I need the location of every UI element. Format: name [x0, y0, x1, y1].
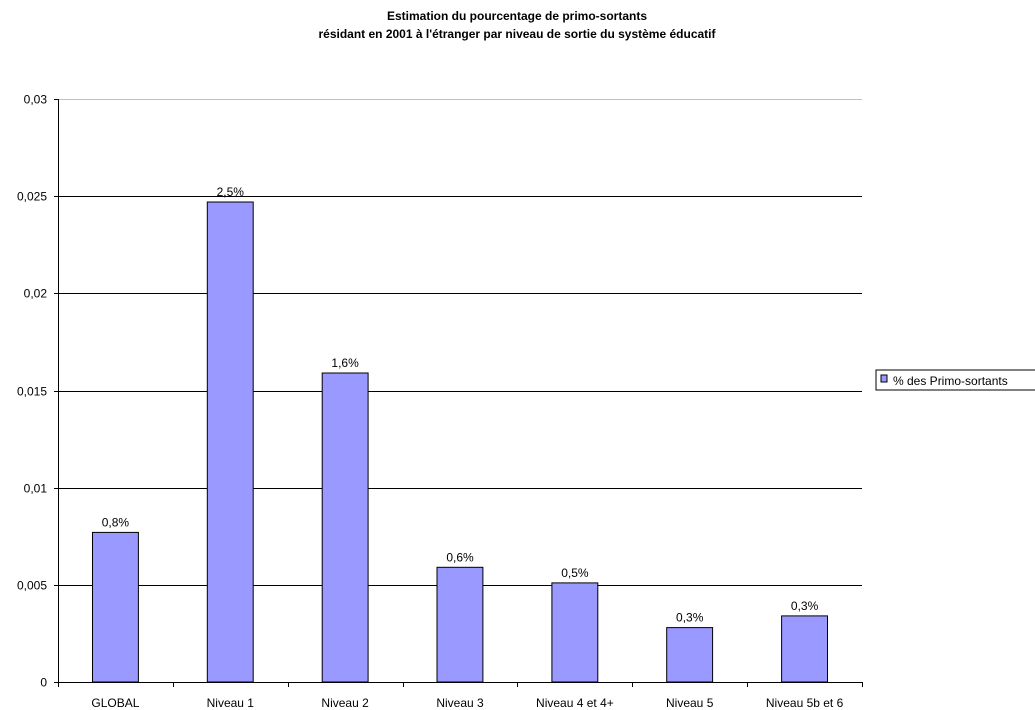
bars	[92, 201, 828, 683]
data-label: 0,6%	[446, 550, 474, 564]
x-tick-label: Niveau 3	[436, 696, 484, 710]
data-label: 2,5%	[217, 185, 245, 199]
gridlines	[58, 99, 862, 586]
bar	[206, 201, 254, 683]
data-label: 0,3%	[791, 599, 819, 613]
x-tick-label: Niveau 4 et 4+	[536, 696, 614, 710]
axes: 0 0,005 0,01 0,015 0,02 0,025 0,03 GLOBAL Niveau…	[17, 93, 863, 710]
chart-title-line-2: résidant en 2001 à l'étranger par niveau…	[318, 27, 716, 41]
bar	[551, 582, 599, 683]
legend-swatch	[880, 374, 888, 383]
legend-box	[875, 369, 1035, 391]
legend: % des Primo-sortants	[875, 369, 1035, 391]
y-tick-label: 0,02	[24, 287, 48, 301]
data-labels: 0,8% 2,5% 1,6% 0,6% 0,5% 0,3% 0,3%	[102, 185, 819, 625]
x-tick-label: Niveau 1	[207, 696, 255, 710]
bar	[92, 531, 139, 683]
legend-label: % des Primo-sortants	[893, 374, 1008, 388]
x-tick-label: GLOBAL	[91, 696, 139, 710]
x-tick-label: Niveau 5b et 6	[766, 696, 844, 710]
y-tick-label: 0,03	[24, 93, 48, 107]
chart-title-line-1: Estimation du pourcentage de primo-sorta…	[387, 9, 647, 23]
x-tick-label: Niveau 5	[666, 696, 714, 710]
y-tick-label: 0,005	[17, 579, 47, 593]
y-tick-label: 0	[40, 676, 47, 690]
y-tick-label: 0,01	[24, 482, 48, 496]
y-tick-label: 0,015	[17, 385, 47, 399]
x-tick-label: Niveau 2	[321, 696, 369, 710]
data-label: 0,5%	[561, 566, 589, 580]
bar	[666, 627, 714, 683]
data-label: 0,8%	[102, 515, 130, 529]
bar	[781, 615, 828, 683]
data-label: 0,3%	[676, 611, 704, 625]
data-label: 1,6%	[331, 356, 359, 370]
y-tick-label: 0,025	[17, 190, 47, 204]
bar	[321, 372, 369, 683]
bar	[436, 566, 484, 683]
